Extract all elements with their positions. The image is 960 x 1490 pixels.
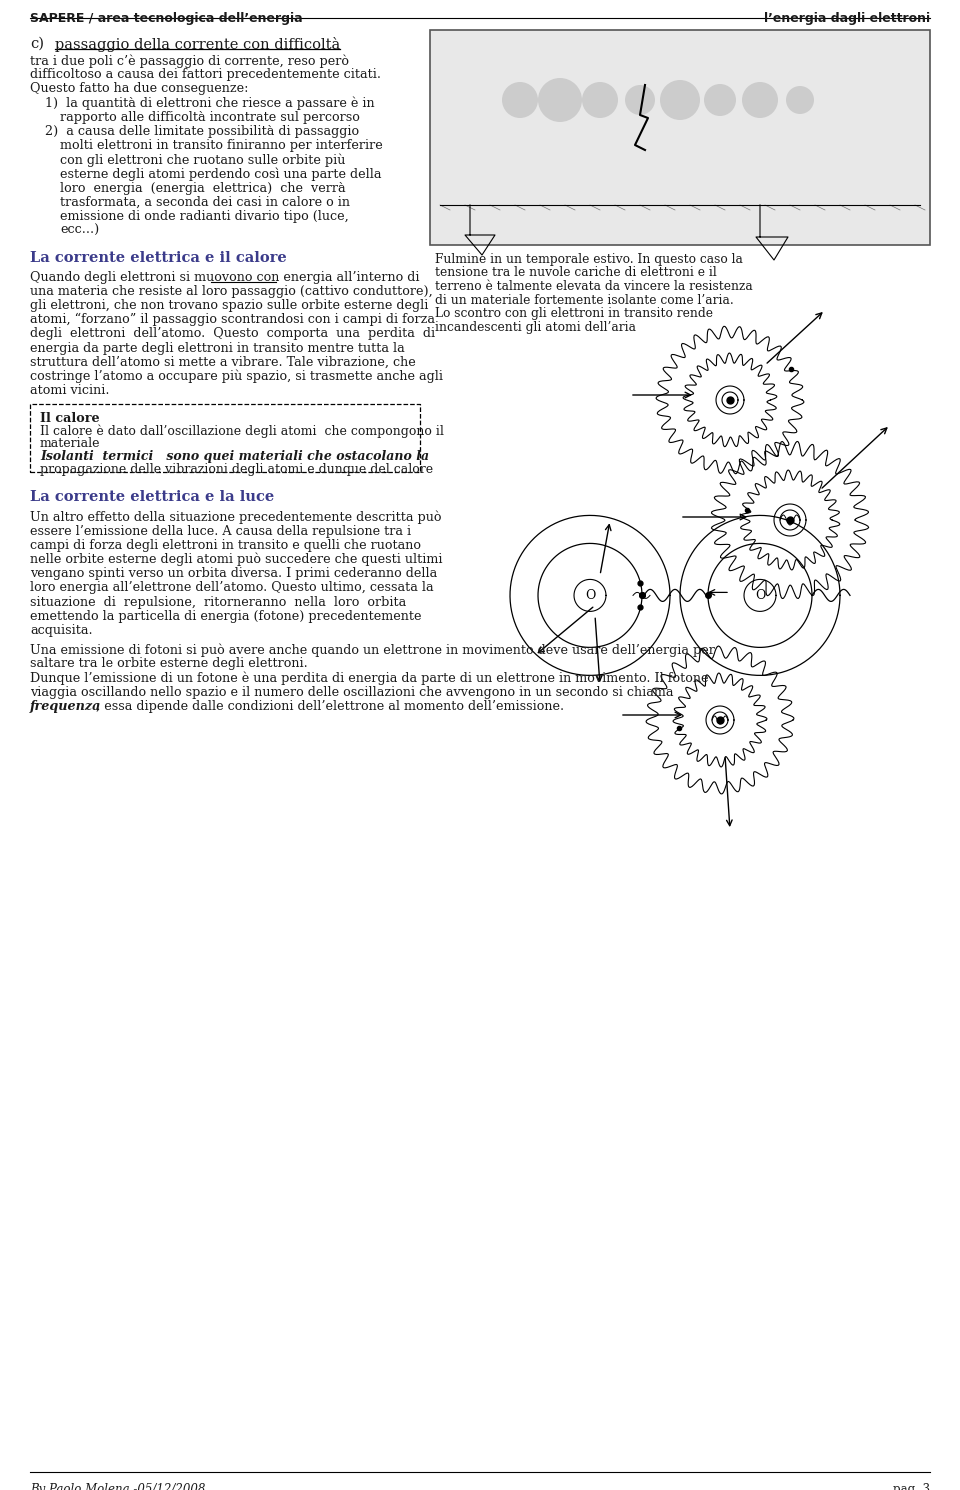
Text: atomi vicini.: atomi vicini.	[30, 384, 109, 398]
Text: emettendo la particella di energia (fotone) precedentemente: emettendo la particella di energia (foto…	[30, 609, 421, 623]
Text: Una emissione di fotoni si può avere anche quando un elettrone in movimento deve: Una emissione di fotoni si può avere anc…	[30, 644, 715, 657]
Text: incandescenti gli atomi dell’aria: incandescenti gli atomi dell’aria	[435, 320, 636, 334]
Text: energia da parte degli elettroni in transito mentre tutta la: energia da parte degli elettroni in tran…	[30, 341, 405, 355]
Circle shape	[742, 82, 778, 118]
Text: rapporto alle difficoltà incontrate sul percorso: rapporto alle difficoltà incontrate sul …	[60, 110, 360, 124]
Text: c): c)	[30, 37, 44, 51]
Text: tra i due poli c’è passaggio di corrente, reso però: tra i due poli c’è passaggio di corrente…	[30, 54, 349, 67]
Text: materiale: materiale	[40, 438, 101, 450]
Circle shape	[704, 83, 736, 116]
Text: Un altro effetto della situazione precedentemente descritta può: Un altro effetto della situazione preced…	[30, 511, 442, 524]
FancyBboxPatch shape	[30, 404, 420, 472]
Text: Questo fatto ha due conseguenze:: Questo fatto ha due conseguenze:	[30, 82, 249, 95]
Text: una materia che resiste al loro passaggio (cattivo conduttore),: una materia che resiste al loro passaggi…	[30, 285, 433, 298]
Text: saltare tra le orbite esterne degli elettroni.: saltare tra le orbite esterne degli elet…	[30, 657, 308, 670]
Text: Quando degli elettroni si muovono con energia all’interno di: Quando degli elettroni si muovono con en…	[30, 271, 420, 283]
Text: trasformata, a seconda dei casi in calore o in: trasformata, a seconda dei casi in calor…	[60, 197, 350, 209]
Text: frequenza: frequenza	[30, 700, 102, 714]
Text: l’energia dagli elettroni: l’energia dagli elettroni	[764, 12, 930, 25]
Text: Il calore è dato dall’oscillazione degli atomi  che compongono il: Il calore è dato dall’oscillazione degli…	[40, 425, 444, 438]
Text: O: O	[755, 589, 765, 602]
Text: terreno è talmente elevata da vincere la resistenza: terreno è talmente elevata da vincere la…	[435, 280, 753, 294]
Text: acquisita.: acquisita.	[30, 624, 92, 638]
Text: 2)  a causa delle limitate possibilità di passaggio: 2) a causa delle limitate possibilità di…	[45, 125, 359, 139]
Text: propagazione delle vibrazioni degli atomi e dunque del calore: propagazione delle vibrazioni degli atom…	[40, 463, 433, 477]
Text: ; essa dipende dalle condizioni dell’elettrone al momento dell’emissione.: ; essa dipende dalle condizioni dell’ele…	[96, 700, 564, 714]
Text: campi di forza degli elettroni in transito e quelli che ruotano: campi di forza degli elettroni in transi…	[30, 539, 421, 551]
Text: Il calore: Il calore	[40, 413, 100, 426]
Circle shape	[786, 86, 814, 115]
Text: tensione tra le nuvole cariche di elettroni e il: tensione tra le nuvole cariche di elettr…	[435, 267, 717, 280]
Text: essere l’emissione della luce. A causa della repulsione tra i: essere l’emissione della luce. A causa d…	[30, 524, 411, 538]
Text: By Paolo Molena -05/12/2008: By Paolo Molena -05/12/2008	[30, 1483, 205, 1490]
Text: ecc...): ecc...)	[60, 225, 99, 237]
Text: pag. 3: pag. 3	[893, 1483, 930, 1490]
Text: Dunque l’emissione di un fotone è una perdita di energia da parte di un elettron: Dunque l’emissione di un fotone è una pe…	[30, 672, 708, 685]
Text: Isolanti  termici   sono quei materiali che ostacolano la: Isolanti termici sono quei materiali che…	[40, 450, 429, 463]
Text: difficoltoso a causa dei fattori precedentemente citati.: difficoltoso a causa dei fattori precede…	[30, 69, 381, 80]
Text: costringe l’atomo a occupare più spazio, si trasmette anche agli: costringe l’atomo a occupare più spazio,…	[30, 370, 443, 383]
Text: SAPERE / area tecnologica dell’energia: SAPERE / area tecnologica dell’energia	[30, 12, 302, 25]
Text: loro  energia  (energia  elettrica)  che  verrà: loro energia (energia elettrica) che ver…	[60, 182, 346, 195]
Text: con gli elettroni che ruotano sulle orbite più: con gli elettroni che ruotano sulle orbi…	[60, 153, 346, 167]
Text: passaggio della corrente con difficoltà: passaggio della corrente con difficoltà	[55, 37, 340, 52]
Text: gli elettroni, che non trovano spazio sulle orbite esterne degli: gli elettroni, che non trovano spazio su…	[30, 299, 428, 311]
Text: viaggia oscillando nello spazio e il numero delle oscillazioni che avvengono in : viaggia oscillando nello spazio e il num…	[30, 685, 674, 699]
Text: atomi, “forzano” il passaggio scontrandosi con i campi di forza: atomi, “forzano” il passaggio scontrando…	[30, 313, 435, 326]
Text: vengano spinti verso un orbita diversa. I primi cederanno della: vengano spinti verso un orbita diversa. …	[30, 568, 437, 580]
Text: La corrente elettrica e il calore: La corrente elettrica e il calore	[30, 250, 287, 265]
Circle shape	[502, 82, 538, 118]
Text: nelle orbite esterne degli atomi può succedere che questi ultimi: nelle orbite esterne degli atomi può suc…	[30, 553, 443, 566]
Text: emissione di onde radianti divario tipo (luce,: emissione di onde radianti divario tipo …	[60, 210, 348, 224]
Text: O: O	[585, 589, 595, 602]
Text: molti elettroni in transito finiranno per interferire: molti elettroni in transito finiranno pe…	[60, 139, 383, 152]
Text: 1)  la quantità di elettroni che riesce a passare è in: 1) la quantità di elettroni che riesce a…	[45, 97, 374, 110]
Text: degli  elettroni  dell’atomo.  Questo  comporta  una  perdita  di: degli elettroni dell’atomo. Questo compo…	[30, 328, 435, 340]
Text: Fulmine in un temporale estivo. In questo caso la: Fulmine in un temporale estivo. In quest…	[435, 253, 743, 267]
Text: struttura dell’atomo si mette a vibrare. Tale vibrazione, che: struttura dell’atomo si mette a vibrare.…	[30, 356, 416, 370]
Text: loro energia all’elettrone dell’atomo. Questo ultimo, cessata la: loro energia all’elettrone dell’atomo. Q…	[30, 581, 434, 595]
Circle shape	[538, 77, 582, 122]
Circle shape	[625, 85, 655, 115]
Text: La corrente elettrica e la luce: La corrente elettrica e la luce	[30, 490, 275, 505]
Circle shape	[660, 80, 700, 121]
Text: di un materiale fortemente isolante come l’aria.: di un materiale fortemente isolante come…	[435, 294, 733, 307]
Text: situazione  di  repulsione,  ritorneranno  nella  loro  orbita: situazione di repulsione, ritorneranno n…	[30, 596, 406, 608]
Text: esterne degli atomi perdendo così una parte della: esterne degli atomi perdendo così una pa…	[60, 167, 381, 182]
Circle shape	[582, 82, 618, 118]
Bar	[430, 30, 930, 244]
Text: Lo scontro con gli elettroni in transito rende: Lo scontro con gli elettroni in transito…	[435, 307, 713, 320]
